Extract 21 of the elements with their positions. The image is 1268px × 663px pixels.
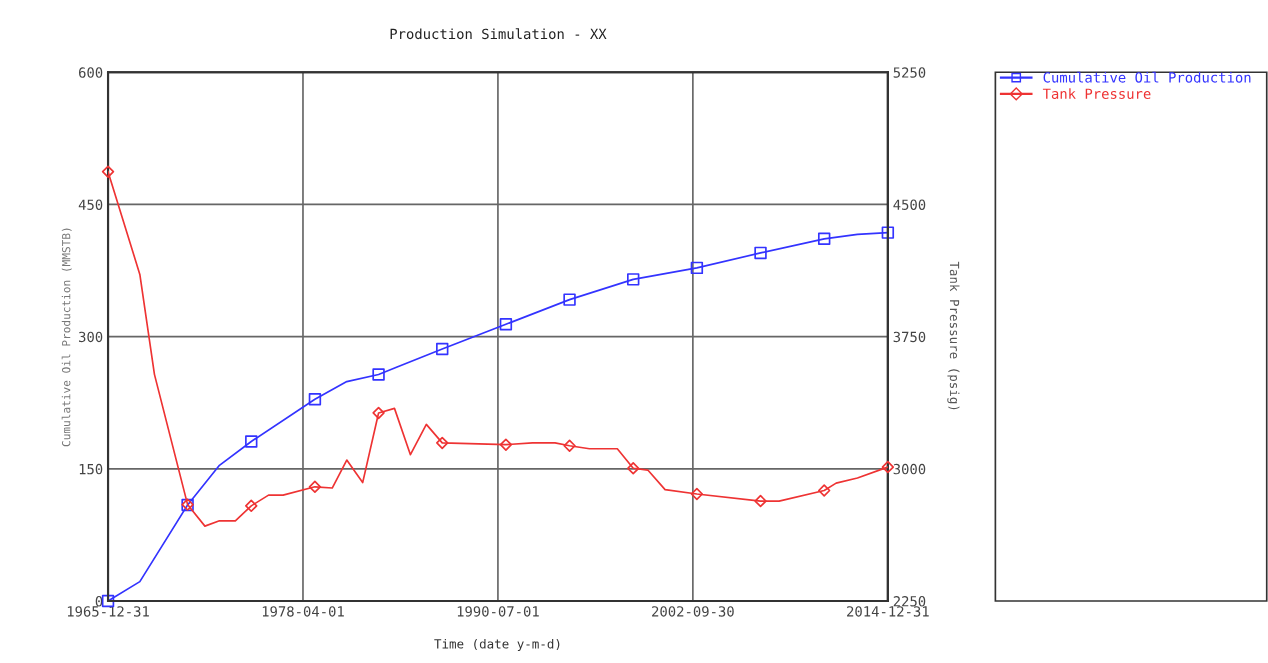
legend-label: Cumulative Oil Production — [1043, 71, 1251, 83]
y-tick-label: 300 — [79, 331, 103, 343]
legend-label: Tank Pressure — [1042, 88, 1151, 99]
y2-tick-label: 2250 — [893, 596, 926, 607]
x-tick-label: 1965-12-31 — [67, 606, 149, 617]
y2-tick-label: 4500 — [893, 199, 926, 210]
y-tick-label: 150 — [79, 463, 103, 475]
y2-tick-label: 3000 — [893, 463, 926, 475]
x-tick-label: 1990-07-01 — [457, 606, 539, 617]
x-tick-label: 1978-04-01 — [262, 606, 344, 617]
y2-axis-title: Tank Pressure (psig) — [947, 261, 960, 410]
y-axis-title: Cumulative Oil Production (MMSTB) — [61, 228, 72, 447]
y-tick-label: 450 — [78, 199, 103, 210]
y2-tick-label: 5250 — [893, 67, 926, 78]
x-axis-title: Time (date y-m-d) — [434, 638, 560, 651]
y-tick-label: 0 — [95, 596, 103, 607]
y2-tick-label: 3750 — [893, 331, 926, 343]
x-tick-label: 2014-12-31 — [847, 606, 929, 617]
x-tick-label: 2002-09-30 — [652, 606, 734, 617]
y-tick-label: 600 — [78, 67, 103, 78]
chart-title: Production Simulation - XX — [390, 28, 607, 40]
